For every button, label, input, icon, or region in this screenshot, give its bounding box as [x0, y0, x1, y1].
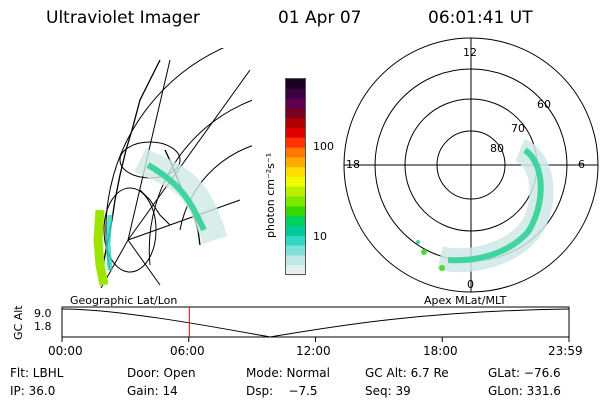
mlt-label-left: 18: [346, 158, 360, 171]
timeline-ytick-low: 1.8: [34, 320, 52, 333]
timeline-xtick-0000: 00:00: [48, 344, 83, 358]
filter-info: Flt: LBHL: [10, 366, 64, 380]
colorbar-cell: [286, 157, 305, 168]
timeline-xtick-2359: 23:59: [548, 344, 583, 358]
apex-caption: Apex MLat/MLT: [424, 294, 507, 307]
colorbar-cell: [286, 167, 305, 178]
polar-spot: [439, 265, 445, 271]
geographic-caption: Geographic Lat/Lon: [70, 294, 178, 307]
mlt-label-bottom: 0: [467, 278, 474, 291]
colorbar-tick-100: 100: [313, 140, 334, 153]
glon-info: GLon: 331.6: [488, 384, 561, 398]
ip-info: IP: 36.0: [10, 384, 56, 398]
colorbar-cell: [286, 177, 305, 188]
mlt-label-top: 12: [463, 46, 477, 59]
seq-info: Seq: 39: [365, 384, 411, 398]
colorbar-cell: [286, 98, 305, 109]
timeline-xtick-1200: 12:00: [296, 344, 331, 358]
colorbar-cell: [286, 245, 305, 256]
timeline-xtick-1800: 18:00: [423, 344, 458, 358]
mlat-label-70: 70: [511, 122, 525, 135]
polar-spot: [416, 240, 420, 244]
glat-info: GLat: −76.6: [488, 366, 561, 380]
colorbar-cell: [286, 206, 305, 217]
mlat-label-80: 80: [490, 142, 504, 155]
mode-info: Mode: Normal: [246, 366, 330, 380]
colorbar-cell: [286, 147, 305, 158]
dsp-info: Dsp: −7.5: [246, 384, 318, 398]
gc-alt-info: GC Alt: 6.7 Re: [365, 366, 449, 380]
colorbar-cell: [286, 118, 305, 129]
colorbar-cell: [286, 108, 305, 119]
colorbar-cell: [286, 79, 305, 90]
colorbar-cell: [286, 128, 305, 139]
colorbar-tick-10: 10: [313, 230, 327, 243]
time-label: 06:01:41 UT: [428, 8, 533, 28]
colorbar-cell: [286, 226, 305, 237]
colorbar-cell: [286, 235, 305, 247]
polar-spot: [421, 249, 427, 255]
colorbar-cell: [286, 255, 305, 266]
colorbar-cell: [286, 196, 305, 207]
mlat-label-60: 60: [537, 98, 551, 111]
timeline-xtick-0600: 06:00: [170, 344, 205, 358]
timeline-ytick-high: 9.0: [34, 307, 52, 320]
colorbar: [285, 78, 306, 276]
colorbar-cell: [286, 186, 305, 198]
door-info: Door: Open: [127, 366, 196, 380]
date-label: 01 Apr 07: [278, 8, 362, 28]
instrument-title: Ultraviolet Imager: [46, 8, 200, 28]
colorbar-cell: [286, 265, 305, 276]
mlt-label-right: 6: [578, 158, 585, 171]
colorbar-cell: [286, 216, 305, 227]
colorbar-cell: [286, 88, 305, 100]
colorbar-cell: [286, 137, 305, 149]
gain-info: Gain: 14: [127, 384, 178, 398]
